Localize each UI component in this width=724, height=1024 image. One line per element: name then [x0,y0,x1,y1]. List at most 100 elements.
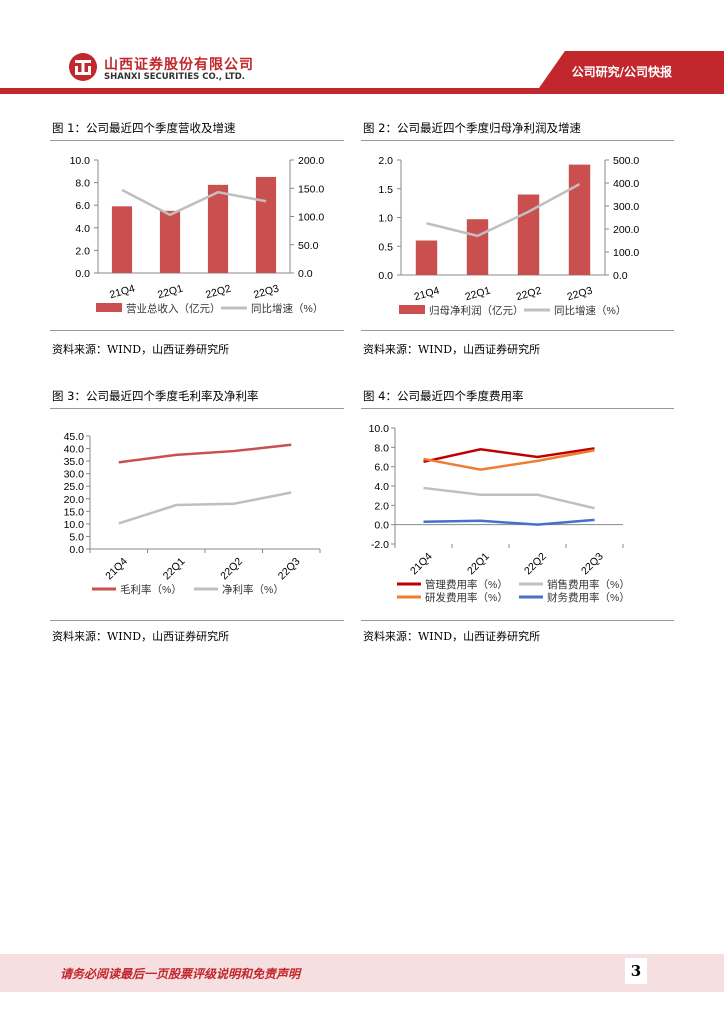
y-tick-label: 5.0 [69,531,84,543]
page-header: 山西证券股份有限公司 SHANXI SECURITIES CO., LTD. 公… [0,0,724,95]
figure-1-bottom-rule [50,330,344,331]
category-label: 22Q2 [204,283,232,302]
y-tick-label: 6.0 [374,462,389,474]
y-tick-label: 10.0 [369,423,390,435]
figure-3-source: 资料来源：WIND，山西证券研究所 [52,630,230,643]
series-line [423,447,595,464]
company-name-cn: 山西证券股份有限公司 [104,57,254,73]
y-tick-label: 45.0 [64,431,85,443]
chart-1: 0.0 2.0 4.0 6.0 8.0 10.0 0.0 50.0 100.0 150.0 200.… [70,155,325,315]
right-tick-label: 300.0 [613,201,639,213]
y-tick-label: 20.0 [64,494,85,506]
bar [111,206,133,273]
y-tick-label: 0.0 [374,520,389,532]
left-tick-label: 2.0 [378,155,393,167]
legend-swatch-bar [399,305,425,314]
y-tick-label: 30.0 [64,469,85,481]
series-line [118,491,292,525]
figure-3-title: 图 3：公司最近四个季度毛利率及净利率 [52,389,259,403]
y-tick-label: 35.0 [64,456,85,468]
figure-4-title: 图 4：公司最近四个季度费用率 [363,389,524,403]
growth-line [426,183,581,238]
chart-3: 0.05.010.015.020.025.030.035.040.045.0 21… [64,431,321,596]
category-label: 22Q3 [579,550,606,577]
figure-2-top-rule [361,140,674,141]
legend-label: 研发费用率（%） [425,591,508,604]
legend-label: 销售费用率（%） [547,578,630,591]
left-tick-label: 10.0 [70,155,91,167]
y-tick-label: -2.0 [371,539,389,551]
chart-2: 0.0 0.5 1.0 1.5 2.0 0.0 100.0 200.0 300.0 400.0 50… [378,155,639,317]
figure-1-top-rule [50,140,344,141]
series-line [423,518,595,526]
figure-4-source: 资料来源：WIND，山西证券研究所 [363,630,541,643]
y-tick-label: 40.0 [64,444,85,456]
figure-2-source: 资料来源：WIND，山西证券研究所 [363,343,541,356]
legend-label: 同比增速（%） [251,302,323,315]
company-name-en: SHANXI SECURITIES CO., LTD. [104,72,246,82]
left-tick-label: 4.0 [75,223,90,235]
category-label: 21Q4 [413,285,441,304]
category-label: 22Q1 [161,555,188,582]
figure-2-bottom-rule [361,330,674,331]
company-logo-icon [69,53,97,81]
left-tick-label: 6.0 [75,200,90,212]
series-line [423,449,595,471]
series-line [118,443,292,464]
figure-1-title: 图 1：公司最近四个季度营收及增速 [52,121,236,135]
right-tick-label: 400.0 [613,178,639,190]
figure-4-bottom-rule [361,620,674,621]
legend-swatch-bar [96,303,122,312]
right-tick-label: 50.0 [298,240,319,252]
right-tick-label: 200.0 [298,155,324,167]
page-number: 3 [625,958,647,984]
figure-1-source: 资料来源：WIND，山西证券研究所 [52,343,230,356]
left-tick-label: 0.0 [75,268,90,280]
y-tick-label: 0.0 [69,544,84,556]
section-tab [539,51,724,88]
bar [255,176,277,273]
right-tick-label: 100.0 [298,212,324,224]
right-tick-label: 500.0 [613,155,639,167]
left-tick-label: 8.0 [75,178,90,190]
category-label: 22Q2 [218,555,245,582]
y-tick-label: 4.0 [374,481,389,493]
category-label: 21Q4 [408,550,435,577]
bar [415,240,438,275]
y-tick-label: 25.0 [64,481,85,493]
category-label: 22Q2 [515,285,543,304]
bar [466,219,489,275]
y-tick-label: 10.0 [64,519,85,531]
category-label: 22Q3 [566,285,594,304]
left-tick-label: 0.0 [378,270,393,282]
right-tick-label: 0.0 [298,268,313,280]
category-label: 21Q4 [103,555,130,582]
right-tick-label: 200.0 [613,224,639,236]
bar [568,164,591,275]
category-label: 22Q3 [276,555,303,582]
bar [207,184,229,273]
growth-line [121,188,267,217]
legend-label: 财务费用率（%） [547,591,630,604]
y-tick-label: 2.0 [374,500,389,512]
category-label: 21Q4 [108,283,136,302]
left-tick-label: 1.5 [378,184,393,196]
left-tick-label: 0.5 [378,241,393,253]
right-tick-label: 100.0 [613,247,639,259]
category-label: 22Q1 [156,283,184,302]
disclaimer-link[interactable]: 请务必阅读最后一页股票评级说明和免责声明 [60,967,301,981]
figure-3-top-rule [50,408,344,409]
section-label: 公司研究/公司快报 [571,65,672,79]
legend-label: 管理费用率（%） [425,578,508,591]
figure-2-title: 图 2：公司最近四个季度归母净利润及增速 [363,121,581,135]
page-footer [0,954,724,992]
legend-label: 净利率（%） [222,583,284,596]
figure-4-top-rule [361,408,674,409]
y-tick-label: 15.0 [64,506,85,518]
left-tick-label: 1.0 [378,213,393,225]
legend-label: 毛利率（%） [120,583,182,596]
chart-4: -2.0 0.0 2.0 4.0 6.0 8.0 10.0 21Q4 22Q1 22Q2 22Q3 管… [369,423,630,604]
header-band [0,88,724,94]
bar [159,210,181,273]
legend-label: 归母净利润（亿元） [429,304,524,317]
